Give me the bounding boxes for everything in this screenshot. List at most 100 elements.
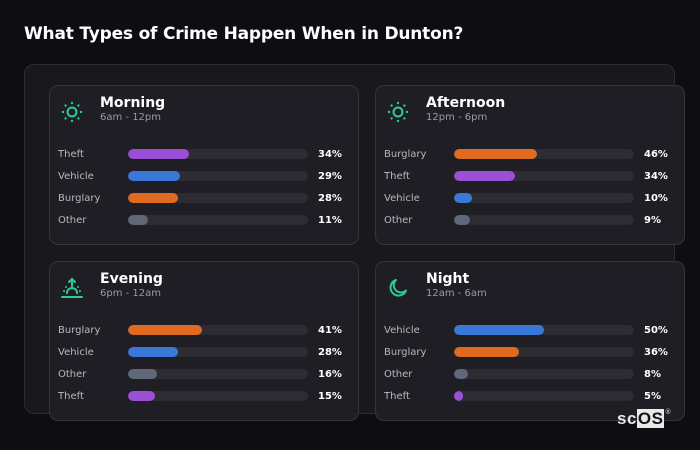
bar-label: Theft (58, 391, 84, 402)
bar-fill-other (454, 369, 469, 379)
page-title: What Types of Crime Happen When in Dunto… (24, 24, 464, 44)
card-subtitle: 6am - 12pm (100, 112, 162, 123)
card-title: Evening (100, 271, 163, 287)
scos-logo: scOS ® (617, 409, 671, 429)
bar-value: 36% (644, 347, 668, 358)
bar-value: 41% (318, 325, 342, 336)
bar-value: 34% (644, 171, 668, 182)
card-evening: Evening 6pm - 12am Burglary 41% Vehicle … (49, 261, 359, 421)
bar-track (454, 369, 634, 379)
bar-label: Vehicle (384, 325, 420, 336)
sun-icon (61, 101, 83, 123)
bar-row: Other 16% (58, 367, 358, 389)
bar-row: Vehicle 50% (384, 323, 684, 345)
bar-fill-theft (454, 171, 516, 181)
bar-row: Theft 34% (58, 147, 358, 169)
bar-label: Other (384, 215, 413, 226)
card-subtitle: 12am - 6am (426, 288, 487, 299)
bar-value: 11% (318, 215, 342, 226)
card-night: Night 12am - 6am Vehicle 50% Burglary 36… (375, 261, 685, 421)
bar-fill-burglary (128, 193, 179, 203)
bar-track (454, 347, 634, 357)
card-title: Morning (100, 95, 166, 111)
bar-value: 15% (318, 391, 342, 402)
bar-fill-vehicle (128, 171, 181, 181)
bar-value: 9% (644, 215, 661, 226)
bar-row: Other 9% (384, 213, 684, 235)
bar-track (128, 369, 308, 379)
bar-value: 29% (318, 171, 342, 182)
bar-fill-theft (454, 391, 463, 401)
bar-row: Burglary 41% (58, 323, 358, 345)
logo-os: OS (636, 409, 665, 428)
bar-track (454, 171, 634, 181)
bar-list: Burglary 46% Theft 34% Vehicle 10% Other… (384, 147, 684, 235)
card-subtitle: 6pm - 12am (100, 288, 162, 299)
bar-track (128, 149, 308, 159)
bar-fill-vehicle (454, 193, 472, 203)
bar-fill-vehicle (128, 347, 179, 357)
bar-track (128, 215, 308, 225)
bar-label: Theft (384, 171, 410, 182)
bar-row: Vehicle 28% (58, 345, 358, 367)
logo-sc: sc (617, 409, 637, 428)
bar-label: Vehicle (58, 171, 94, 182)
bar-track (128, 171, 308, 181)
bar-label: Burglary (384, 149, 427, 160)
bar-label: Vehicle (58, 347, 94, 358)
bar-row: Burglary 28% (58, 191, 358, 213)
bar-label: Theft (384, 391, 410, 402)
bar-label: Burglary (384, 347, 427, 358)
moon-icon (389, 279, 407, 297)
bar-row: Theft 15% (58, 389, 358, 411)
bar-fill-other (454, 215, 471, 225)
bar-value: 34% (318, 149, 342, 160)
bar-track (128, 325, 308, 335)
sunset-icon (61, 277, 83, 298)
bar-row: Other 11% (58, 213, 358, 235)
bar-track (128, 347, 308, 357)
bar-value: 10% (644, 193, 668, 204)
bar-label: Burglary (58, 193, 101, 204)
bar-label: Vehicle (384, 193, 420, 204)
bar-value: 28% (318, 193, 342, 204)
bar-value: 28% (318, 347, 342, 358)
bar-value: 46% (644, 149, 668, 160)
bar-fill-burglary (454, 149, 537, 159)
bar-list: Theft 34% Vehicle 29% Burglary 28% Other… (58, 147, 358, 235)
bar-track (454, 391, 634, 401)
bar-track (454, 149, 634, 159)
bar-value: 8% (644, 369, 661, 380)
card-title: Night (426, 271, 470, 287)
bar-list: Burglary 41% Vehicle 28% Other 16% Theft… (58, 323, 358, 411)
bar-row: Theft 34% (384, 169, 684, 191)
bar-track (454, 325, 634, 335)
bar-row: Theft 5% (384, 389, 684, 411)
bar-track (454, 193, 634, 203)
bar-fill-theft (128, 149, 190, 159)
card-morning: Morning 6am - 12pm Theft 34% Vehicle 29%… (49, 85, 359, 245)
bar-row: Vehicle 29% (58, 169, 358, 191)
bar-fill-other (128, 215, 148, 225)
logo-registered-mark: ® (665, 409, 672, 416)
bar-list: Vehicle 50% Burglary 36% Other 8% Theft … (384, 323, 684, 411)
bar-fill-other (128, 369, 157, 379)
bar-track (128, 391, 308, 401)
bar-label: Theft (58, 149, 84, 160)
bar-value: 50% (644, 325, 668, 336)
bar-label: Burglary (58, 325, 101, 336)
sun-icon (387, 101, 409, 123)
bar-row: Burglary 46% (384, 147, 684, 169)
bar-row: Other 8% (384, 367, 684, 389)
bar-label: Other (58, 215, 87, 226)
bar-fill-burglary (128, 325, 202, 335)
card-subtitle: 12pm - 6pm (426, 112, 488, 123)
bar-value: 5% (644, 391, 661, 402)
bar-row: Burglary 36% (384, 345, 684, 367)
bar-track (454, 215, 634, 225)
bar-label: Other (58, 369, 87, 380)
bar-row: Vehicle 10% (384, 191, 684, 213)
bar-fill-vehicle (454, 325, 544, 335)
bar-label: Other (384, 369, 413, 380)
bar-fill-burglary (454, 347, 519, 357)
